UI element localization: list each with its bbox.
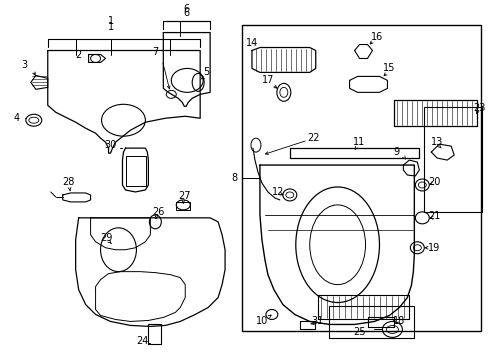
Text: 23: 23 [472,103,484,113]
Bar [148,324,161,345]
Text: 28: 28 [62,177,75,187]
Text: 14: 14 [245,37,258,48]
Text: 29: 29 [100,233,113,243]
Text: 25: 25 [353,327,365,337]
Text: 6: 6 [183,8,189,18]
Text: 22: 22 [307,133,319,143]
Text: 24: 24 [136,336,148,346]
Text: 1: 1 [107,22,113,32]
Text: 5: 5 [203,67,209,77]
Text: 9: 9 [392,147,399,157]
Text: 1: 1 [107,15,113,26]
Bar [424,107,481,212]
Text: 10: 10 [255,316,267,327]
Text: 19: 19 [427,243,440,253]
Text: 18: 18 [392,316,405,327]
Text: 15: 15 [383,63,395,73]
Bar [328,306,413,338]
Text: 8: 8 [230,173,237,183]
Text: 30: 30 [104,140,117,150]
Bar [126,156,146,186]
Text: 31: 31 [311,316,323,327]
Text: 2: 2 [75,50,81,60]
Text: 11: 11 [353,137,365,147]
Text: 27: 27 [178,191,190,201]
Text: 12: 12 [271,187,284,197]
Text: 3: 3 [22,60,28,71]
Text: 21: 21 [427,211,440,221]
Text: 20: 20 [427,177,440,187]
Text: 16: 16 [370,32,383,41]
Bar [242,24,480,332]
Text: 4: 4 [14,113,20,123]
Text: 17: 17 [261,75,274,85]
Text: 7: 7 [152,48,158,58]
Text: 6: 6 [183,4,189,14]
Text: 26: 26 [152,207,164,217]
Text: 13: 13 [430,137,443,147]
